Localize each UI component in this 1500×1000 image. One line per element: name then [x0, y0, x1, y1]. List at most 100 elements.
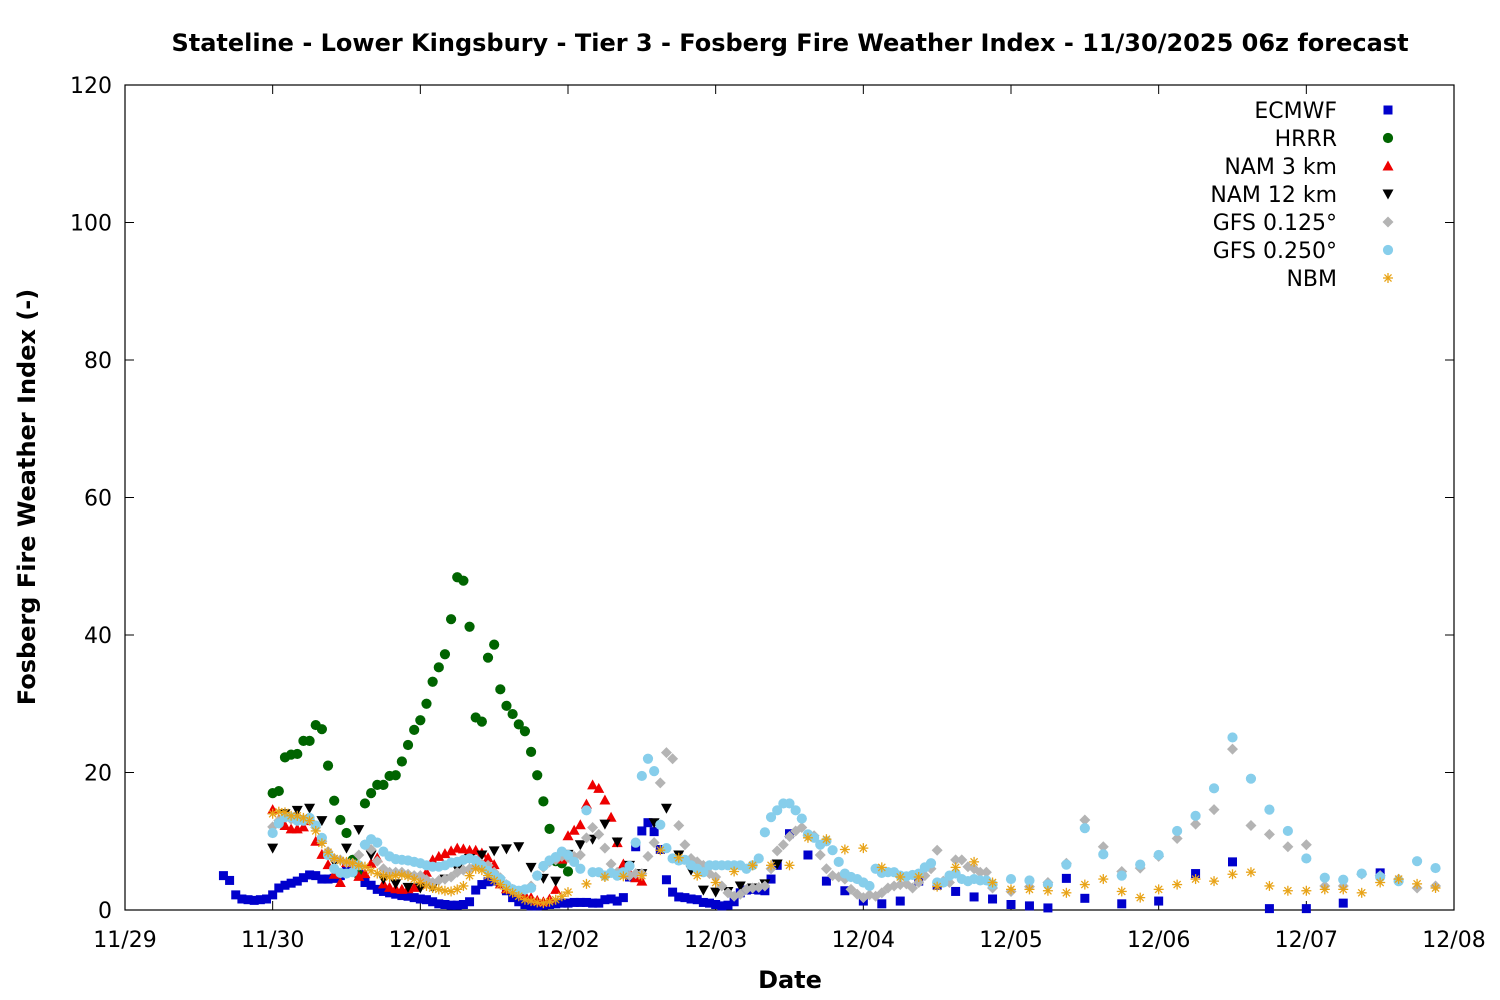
data-point-ecmwf [317, 874, 327, 884]
data-point-ecmwf [1061, 873, 1071, 883]
star-stroke [360, 862, 369, 871]
data-point-gfs-0-125 [593, 828, 605, 840]
star-stroke [840, 845, 849, 854]
data-point-gfs-0-125 [630, 868, 642, 880]
star-stroke [1384, 274, 1392, 282]
data-point-gfs-0-250 [753, 853, 764, 864]
data-point-gfs-0-250 [273, 818, 284, 829]
star-stroke [527, 897, 536, 906]
data-point-nbm [335, 855, 346, 866]
star-stroke [280, 808, 289, 817]
data-point-gfs-0-250 [267, 827, 278, 839]
data-point-ecmwf [618, 893, 628, 903]
star-stroke [367, 866, 376, 875]
data-point-nbm [821, 834, 832, 845]
data-point-gfs-0-250 [1172, 825, 1183, 837]
data-point-nbm [483, 870, 494, 881]
data-point-ecmwf [514, 897, 524, 907]
star-stroke [748, 861, 757, 870]
data-point-ecmwf [477, 880, 487, 890]
data-point-nbm [747, 860, 758, 871]
data-point-ecmwf [391, 889, 401, 899]
data-point-nbm [1006, 884, 1016, 895]
data-point-gfs-0-250 [575, 863, 586, 874]
data-point-hrrr [329, 795, 340, 806]
star-stroke [416, 878, 425, 887]
data-point-hrrr [378, 779, 389, 790]
star-stroke [877, 863, 886, 872]
data-point-ecmwf [1154, 896, 1164, 906]
data-point-gfs-0-250 [649, 766, 660, 777]
data-point-gfs-0-250 [1208, 783, 1220, 794]
star-stroke [1376, 878, 1385, 887]
data-point-ecmwf [243, 895, 253, 905]
legend-label-nam-3-km: NAM 3 km [1224, 155, 1337, 180]
data-point-gfs-0-250 [1356, 868, 1367, 879]
data-point-nam-12-km [488, 846, 500, 857]
data-point-nam-12-km [648, 818, 660, 829]
data-point-nbm [1061, 887, 1072, 898]
y-tick-label: 0 [98, 899, 112, 924]
data-point-gfs-0-125 [820, 863, 832, 875]
data-point-gfs-0-250 [581, 805, 592, 816]
star-stroke [1339, 885, 1348, 894]
data-point-ecmwf [225, 875, 235, 885]
star-stroke [520, 895, 529, 904]
star-stroke [970, 857, 979, 866]
star-stroke [619, 872, 628, 881]
data-point-nbm [310, 825, 321, 836]
data-point-gfs-0-250 [1098, 849, 1109, 860]
x-tick-label: 12/08 [1422, 928, 1485, 953]
data-point-gfs-0-250 [1061, 859, 1072, 870]
data-point-ecmwf [951, 886, 961, 896]
data-point-gfs-0-250 [759, 827, 770, 838]
data-point-hrrr [273, 785, 284, 797]
data-point-nbm [316, 838, 327, 849]
star-stroke [551, 895, 560, 904]
star-stroke [674, 853, 683, 862]
data-point-ecmwf [649, 827, 659, 837]
data-point-gfs-0-250 [1282, 825, 1293, 837]
data-point-ecmwf [434, 899, 444, 909]
data-point-nam-12-km [660, 803, 672, 814]
star-stroke [324, 848, 333, 857]
data-point-nam-12-km [341, 843, 352, 854]
data-point-gfs-0-250 [1319, 872, 1330, 883]
data-point-nbm [538, 898, 549, 909]
data-point-gfs-0-250 [1135, 859, 1146, 870]
data-point-nbm [396, 869, 407, 880]
data-point-ecmwf [969, 892, 979, 902]
star-stroke [1320, 885, 1329, 894]
data-point-gfs-0-125 [587, 822, 599, 833]
star-stroke [1394, 875, 1403, 884]
star-stroke [859, 844, 868, 853]
data-point-nam-12-km [611, 837, 623, 848]
data-point-nbm [1135, 892, 1146, 903]
star-stroke [988, 878, 997, 887]
data-point-ecmwf [305, 870, 315, 880]
data-point-gfs-0-125 [716, 880, 728, 892]
data-point-gfs-0-250 [765, 812, 777, 823]
data-point-gfs-0-250 [1227, 732, 1238, 743]
data-point-nam-3-km [482, 852, 494, 863]
x-tick-label: 12/01 [389, 928, 452, 953]
data-point-gfs-0-125 [1097, 841, 1109, 853]
data-point-nbm [353, 860, 364, 871]
data-point-nam-12-km [476, 850, 488, 861]
data-point-nbm [464, 870, 475, 881]
star-stroke [1025, 885, 1034, 894]
data-point-ecmwf [378, 886, 388, 896]
star-stroke [385, 873, 394, 881]
y-axis: 0 20 40 60 80 100 120 [70, 74, 1454, 924]
data-point-gfs-0-250 [809, 832, 820, 843]
series-ecmwf [218, 818, 1385, 914]
y-tick-label: 100 [70, 212, 112, 237]
data-point-nam-3-km [439, 848, 451, 859]
data-point-gfs-0-250 [1190, 810, 1201, 821]
data-point-ecmwf [1043, 903, 1053, 913]
star-stroke [373, 869, 382, 878]
star-stroke [656, 846, 665, 855]
legend-label-hrrr: HRRR [1275, 127, 1337, 152]
data-point-ecmwf [421, 895, 431, 905]
legend-label-ecmwf: ECMWF [1254, 99, 1337, 124]
